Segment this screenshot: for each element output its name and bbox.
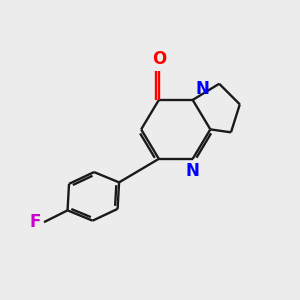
Text: O: O <box>152 50 166 68</box>
Text: F: F <box>29 213 40 231</box>
Text: N: N <box>186 162 200 180</box>
Text: N: N <box>196 80 209 98</box>
